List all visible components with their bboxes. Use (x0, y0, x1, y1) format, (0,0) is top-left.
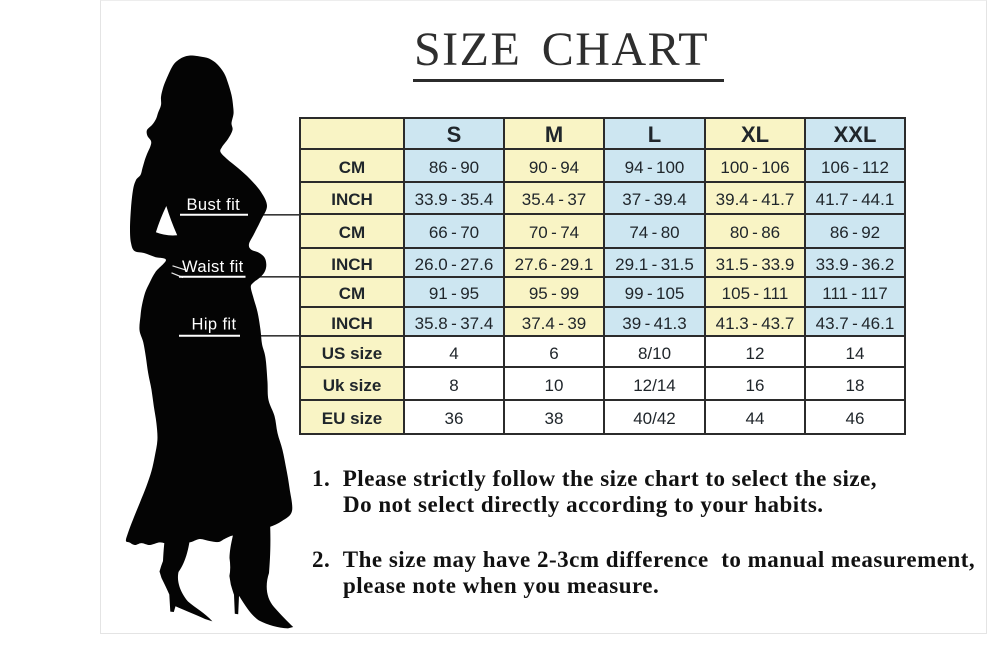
svg-text:Waist fit: Waist fit (182, 258, 244, 276)
svg-text:Hip fit: Hip fit (192, 315, 237, 333)
svg-text:Bust fit: Bust fit (187, 196, 241, 214)
